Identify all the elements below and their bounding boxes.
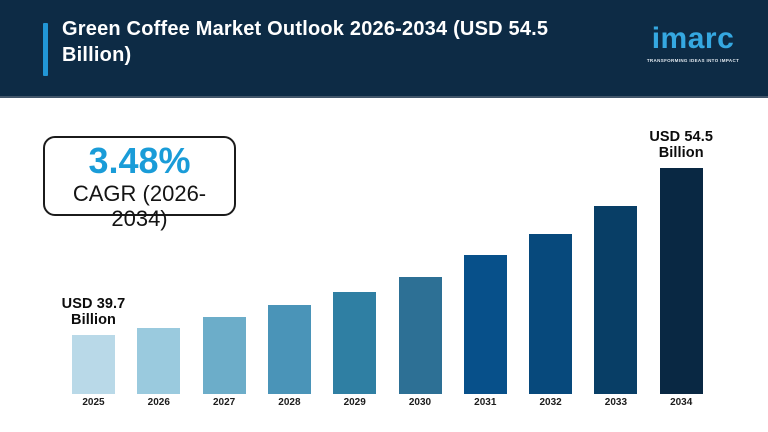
x-tick-2034: 2034 (670, 397, 693, 408)
bar-group-2027: 2027 (202, 110, 246, 408)
page-title: Green Coffee Market Outlook 2026-2034 (U… (62, 18, 549, 66)
cagr-box: 3.48% CAGR (2026-2034) (43, 136, 236, 231)
x-tick-2032: 2032 (539, 397, 562, 408)
bar-2028 (267, 305, 311, 394)
x-tick-2026: 2026 (147, 397, 170, 408)
bar-2032 (529, 234, 573, 394)
bar-2034 (659, 168, 703, 394)
title-accent-bar (43, 23, 48, 76)
imarc-logo: imarc TRANSFORMING IDEAS INTO IMPACT (641, 22, 745, 64)
header: Green Coffee Market Outlook 2026-2034 (U… (0, 0, 768, 98)
x-tick-2033: 2033 (604, 397, 628, 408)
bar-group-2025: 2025 USD 39.7 Billion (62, 110, 126, 408)
bar-chart: 2025 USD 39.7 Billion 2026 2027 2028 2029 2030… (62, 110, 732, 408)
bar-2025 (72, 335, 115, 394)
x-tick-2031: 2031 (474, 397, 497, 408)
bar-group-2029: 2029 (333, 110, 377, 408)
bar-group-2032: 2032 (529, 110, 573, 408)
cagr-value: 3.48% (88, 140, 191, 181)
bar-group-2026: 2026 (137, 110, 181, 408)
x-tick-2029: 2029 (343, 397, 366, 408)
value-label-2034: USD 54.5 Billion (649, 128, 714, 161)
x-tick-2025: 2025 (82, 397, 105, 408)
bar-2026 (137, 328, 181, 394)
x-tick-2027: 2027 (212, 397, 236, 408)
bar-group-2028: 2028 (267, 110, 311, 408)
imarc-logo-text: imarc (651, 22, 735, 55)
imarc-logo-tagline: TRANSFORMING IDEAS INTO IMPACT (646, 58, 740, 63)
bar-2033 (594, 206, 638, 394)
value-label-2025: USD 39.7 Billion (61, 295, 126, 328)
bar-2029 (333, 292, 377, 394)
bar-group-2030: 2030 (398, 110, 442, 408)
x-tick-2030: 2030 (408, 397, 432, 408)
bar-group-2034: 2034 USD 54.5 Billion (649, 110, 713, 408)
bar-group-2033: 2033 (594, 110, 638, 408)
bar-2031 (463, 255, 507, 394)
bar-2027 (202, 317, 246, 394)
x-tick-2028: 2028 (278, 397, 301, 408)
cagr-label: CAGR (2026-2034) (72, 181, 207, 231)
bar-2030 (398, 277, 442, 394)
bar-group-2031: 2031 (463, 110, 507, 408)
